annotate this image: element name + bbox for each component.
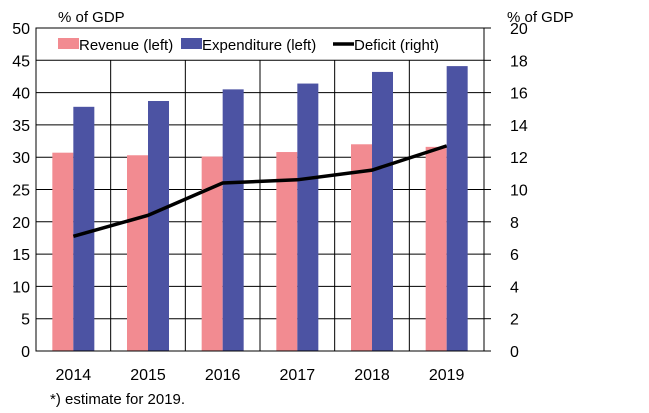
x-tick-label: 2015: [130, 367, 166, 384]
left-tick-label: 0: [21, 344, 30, 361]
revenue-bar-2014: [52, 152, 74, 351]
footnote: *) estimate for 2019.: [50, 391, 185, 408]
left-tick-label: 45: [12, 53, 30, 70]
left-tick-label: 5: [21, 312, 30, 329]
legend-swatch-revenue: [58, 38, 79, 49]
right-tick-label: 10: [510, 183, 528, 200]
left-tick-label: 50: [12, 21, 30, 38]
right-tick-label: 4: [510, 279, 519, 296]
deficit-line: [72, 144, 448, 239]
grid: [36, 27, 484, 352]
legend-label: Expenditure (left): [202, 37, 316, 54]
legend-label: Revenue (left): [79, 37, 173, 54]
revenue-bar-2018: [351, 144, 372, 351]
left-tick-label: 30: [12, 150, 30, 167]
right-tick-label: 0: [510, 344, 519, 361]
x-tick-label: 2019: [429, 367, 465, 384]
revenue-bar-2015: [127, 155, 148, 351]
legend-background: [37, 29, 483, 60]
right-tick-label: 18: [510, 53, 528, 70]
expenditure-bar-2015: [148, 100, 169, 351]
revenue-bar-2019: [425, 146, 447, 351]
left-tick-label: 20: [12, 215, 30, 232]
right-tick-label: 2: [510, 312, 519, 329]
right-tick-label: 14: [510, 118, 528, 135]
left-axis-label: % of GDP: [58, 9, 125, 26]
left-tick-label: 10: [12, 279, 30, 296]
right-tick-label: 16: [510, 86, 528, 103]
right-tick-label: 6: [510, 247, 519, 264]
left-tick-label: 35: [12, 118, 30, 135]
x-tick-label: 2018: [354, 367, 390, 384]
legend: Revenue (left) Expenditure (left) Deficit …: [37, 29, 483, 60]
x-tick-label: 2016: [205, 367, 241, 384]
expenditure-bar-2017: [297, 83, 319, 351]
revenue-bar-2017: [276, 152, 298, 351]
deficit-line-group: [72, 144, 448, 239]
legend-swatch-expenditure: [181, 38, 202, 49]
legend-label: Deficit (right): [354, 37, 439, 54]
x-tick-label: 2017: [280, 367, 316, 384]
expenditure-bar-2016: [222, 89, 244, 352]
right-axis-label: % of GDP: [507, 9, 574, 26]
left-tick-label: 15: [12, 247, 30, 264]
revenue-bar-2016: [201, 156, 223, 351]
x-tick-label: 2014: [56, 367, 92, 384]
expenditure-bar-2014: [73, 106, 95, 351]
ticks: 0 5 10 15 20 25 30 35 40 45 50 0 2 4 6 8 10 12 14 16 18 20 201…: [12, 21, 528, 384]
right-tick-label: 12: [510, 150, 528, 167]
bars: [52, 66, 468, 352]
right-tick-label: 8: [510, 215, 519, 232]
left-tick-label: 40: [12, 86, 30, 103]
right-tick-label: 20: [510, 21, 528, 38]
left-tick-label: 25: [12, 183, 30, 200]
expenditure-bar-2019: [446, 66, 468, 351]
expenditure-bar-2018: [372, 71, 393, 351]
